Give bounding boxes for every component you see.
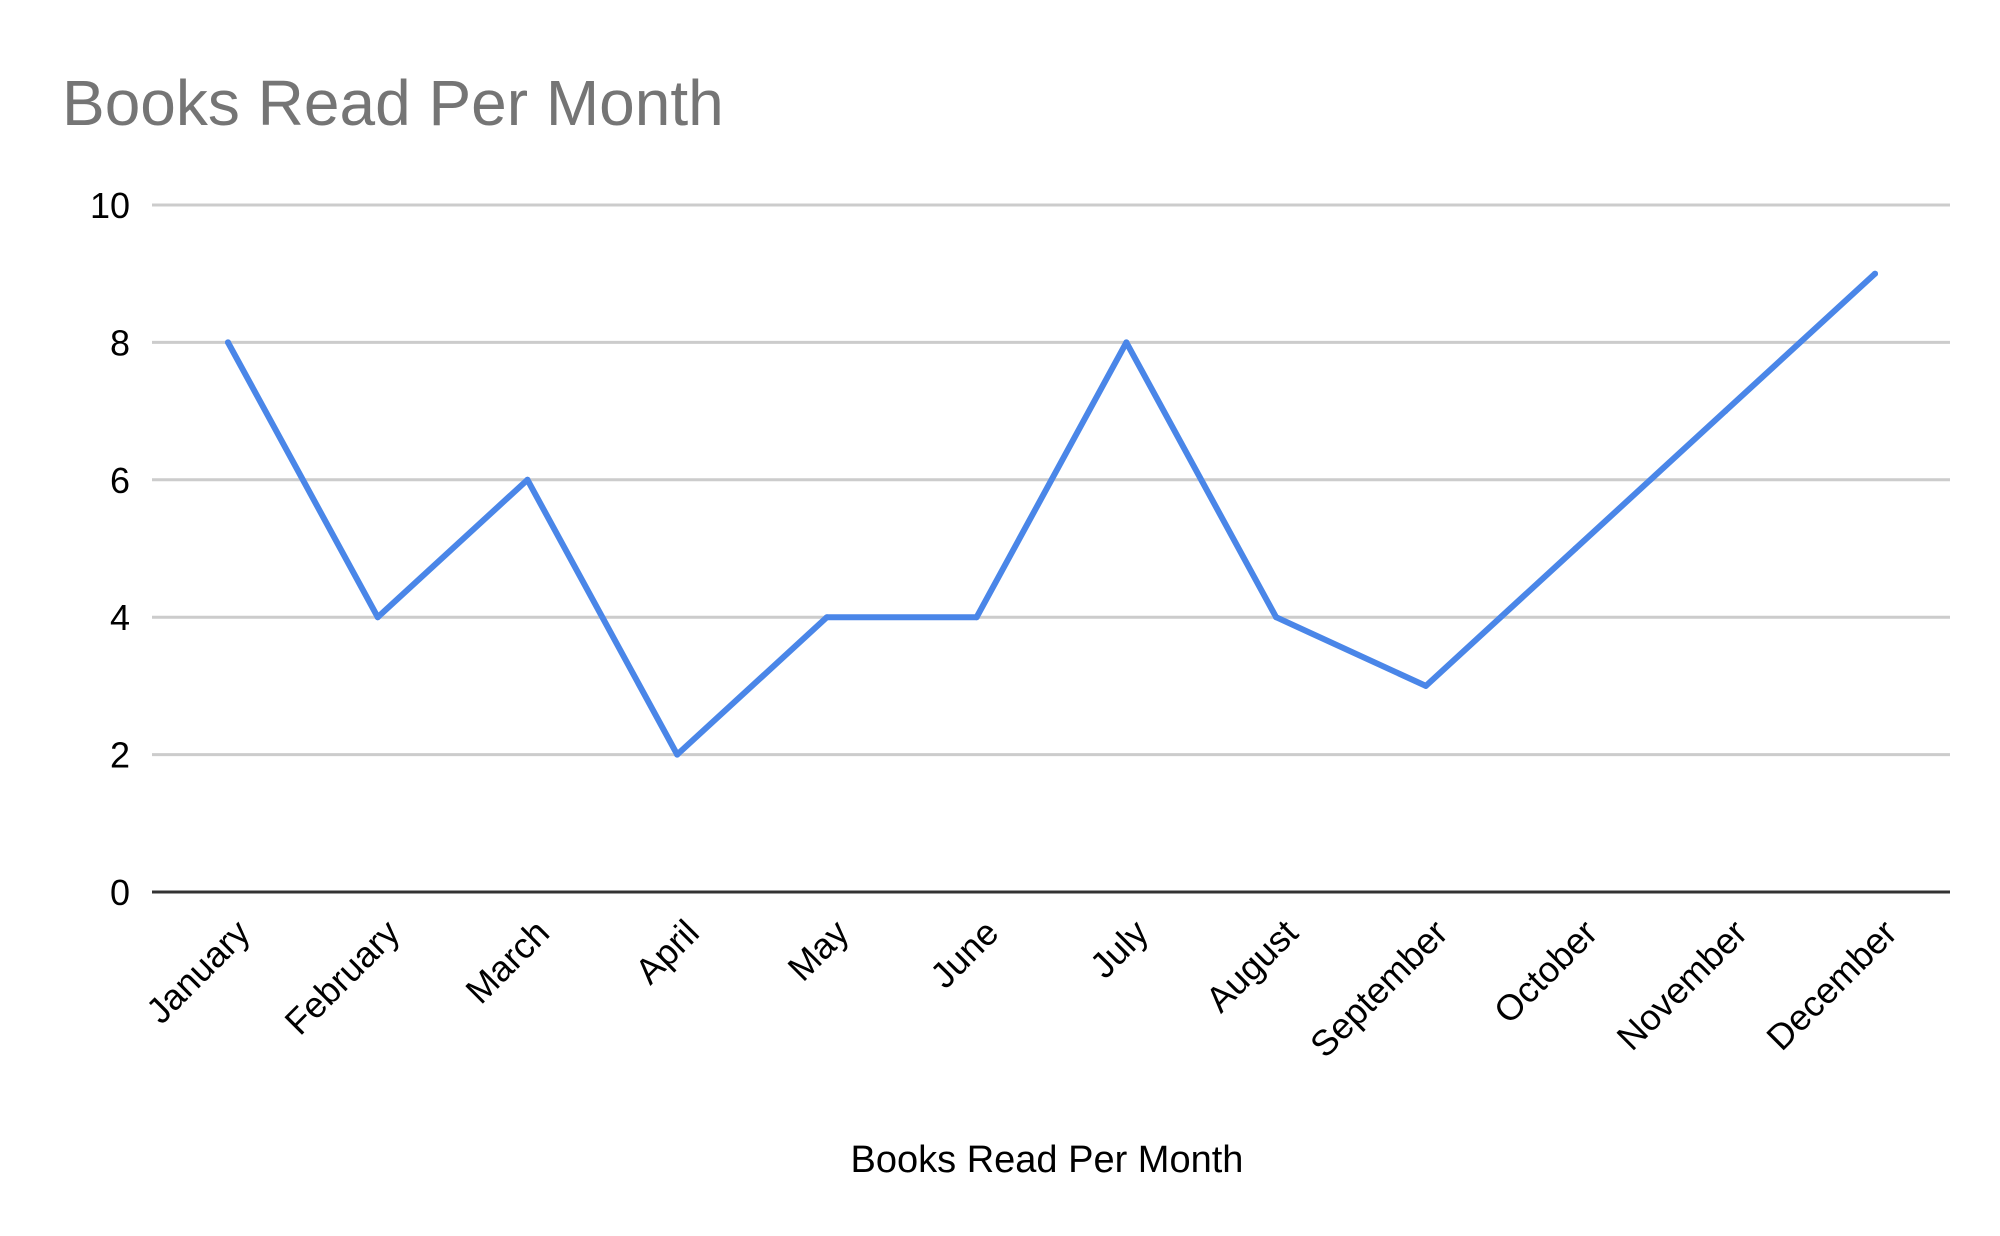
data-point — [674, 751, 681, 758]
y-axis-tick-labels: 0 2 4 6 8 10 — [90, 185, 130, 913]
x-tick-label: September — [1302, 912, 1456, 1066]
y-tick-label: 2 — [110, 735, 130, 776]
x-tick-label: April — [627, 912, 707, 992]
data-point — [1722, 408, 1729, 415]
x-tick-label: December — [1758, 912, 1904, 1058]
data-point — [1572, 545, 1579, 552]
x-tick-label: July — [1082, 912, 1156, 986]
data-point — [823, 614, 830, 621]
data-point — [1273, 614, 1280, 621]
data-point — [524, 476, 531, 483]
data-point — [1422, 682, 1429, 689]
gridlines — [152, 203, 1950, 894]
data-point — [225, 339, 231, 346]
x-tick-label: June — [922, 912, 1006, 996]
y-tick-label: 10 — [90, 185, 130, 226]
x-tick-label: March — [457, 912, 557, 1012]
y-tick-label: 6 — [110, 460, 130, 501]
series-layer — [225, 270, 1878, 758]
x-axis-title: Books Read Per Month — [851, 1139, 1244, 1181]
data-point — [1872, 270, 1878, 277]
x-axis-tick-labels: January February March April May June July Augu… — [138, 912, 1905, 1066]
chart-title: Books Read Per Month — [62, 67, 724, 139]
y-tick-label: 8 — [110, 322, 130, 363]
y-tick-label: 0 — [110, 872, 130, 913]
x-tick-label: January — [138, 912, 258, 1032]
y-tick-label: 4 — [110, 597, 130, 638]
data-point — [374, 614, 381, 621]
data-point — [973, 614, 980, 621]
x-tick-label: October — [1486, 912, 1606, 1032]
x-tick-label: August — [1198, 912, 1306, 1020]
data-point — [1123, 339, 1130, 346]
x-tick-label: May — [779, 912, 856, 989]
x-tick-label: February — [277, 912, 408, 1043]
x-tick-label: November — [1609, 912, 1755, 1058]
series-line — [225, 270, 1878, 758]
